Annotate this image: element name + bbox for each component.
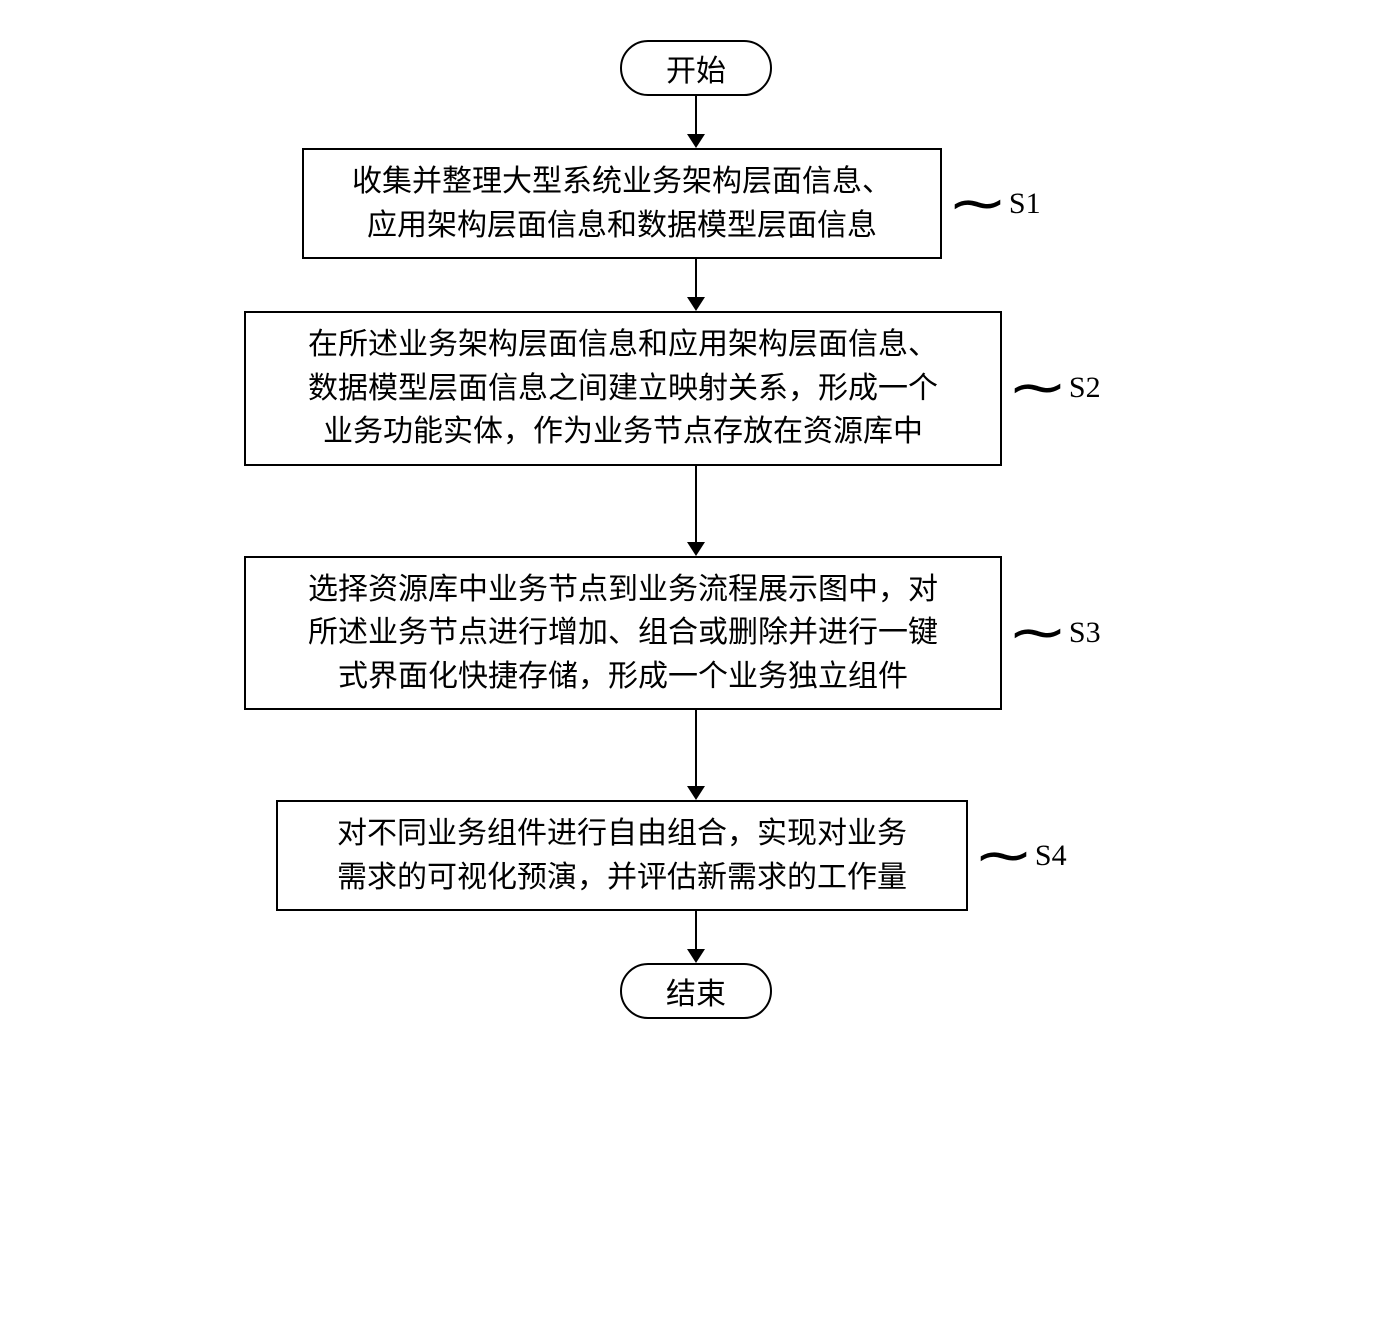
step-s1-row: 收集并整理大型系统业务架构层面信息、 应用架构层面信息和数据模型层面信息 ∼ S… — [216, 148, 1176, 259]
arrow-s4-to-end — [216, 911, 1176, 963]
arrow-s1-to-s2 — [216, 259, 1176, 311]
tilde-icon: ∼ — [1007, 360, 1068, 416]
start-row: 开始 — [216, 40, 1176, 96]
end-terminal: 结束 — [620, 963, 772, 1019]
step-s2-box: 在所述业务架构层面信息和应用架构层面信息、 数据模型层面信息之间建立映射关系，形… — [244, 311, 1002, 466]
step-s4-label-wrap: ∼ S4 — [980, 828, 1067, 884]
step-s1-box: 收集并整理大型系统业务架构层面信息、 应用架构层面信息和数据模型层面信息 — [302, 148, 942, 259]
end-label: 结束 — [666, 978, 726, 1011]
step-s4-box: 对不同业务组件进行自由组合，实现对业务 需求的可视化预演，并评估新需求的工作量 — [276, 800, 968, 911]
arrow-s3-to-s4 — [216, 710, 1176, 800]
start-terminal: 开始 — [620, 40, 772, 96]
arrow-s2-to-s3 — [216, 466, 1176, 556]
step-s1-label-wrap: ∼ S1 — [954, 176, 1041, 232]
step-s2-tag: S2 — [1069, 371, 1101, 405]
tilde-icon: ∼ — [947, 176, 1008, 232]
step-s2-row: 在所述业务架构层面信息和应用架构层面信息、 数据模型层面信息之间建立映射关系，形… — [216, 311, 1176, 466]
step-s3-tag: S3 — [1069, 616, 1101, 650]
step-s3-box: 选择资源库中业务节点到业务流程展示图中，对 所述业务节点进行增加、组合或删除并进… — [244, 556, 1002, 711]
step-s2-label-wrap: ∼ S2 — [1014, 360, 1101, 416]
tilde-icon: ∼ — [1007, 605, 1068, 661]
step-s4-tag: S4 — [1035, 839, 1067, 873]
tilde-icon: ∼ — [973, 828, 1034, 884]
step-s3-line-3: 式界面化快捷存储，形成一个业务独立组件 — [266, 655, 980, 699]
start-label: 开始 — [666, 55, 726, 88]
step-s2-line-2: 数据模型层面信息之间建立映射关系，形成一个 — [266, 367, 980, 411]
step-s2-line-3: 业务功能实体，作为业务节点存放在资源库中 — [266, 410, 980, 454]
step-s1-tag: S1 — [1009, 187, 1041, 221]
step-s3-label-wrap: ∼ S3 — [1014, 605, 1101, 661]
arrow-start-to-s1 — [216, 96, 1176, 148]
step-s4-line-2: 需求的可视化预演，并评估新需求的工作量 — [298, 856, 946, 900]
step-s4-line-1: 对不同业务组件进行自由组合，实现对业务 — [298, 812, 946, 856]
step-s1-line-1: 收集并整理大型系统业务架构层面信息、 — [324, 160, 920, 204]
step-s4-row: 对不同业务组件进行自由组合，实现对业务 需求的可视化预演，并评估新需求的工作量 … — [216, 800, 1176, 911]
step-s2-line-1: 在所述业务架构层面信息和应用架构层面信息、 — [266, 323, 980, 367]
step-s3-row: 选择资源库中业务节点到业务流程展示图中，对 所述业务节点进行增加、组合或删除并进… — [216, 556, 1176, 711]
step-s3-line-2: 所述业务节点进行增加、组合或删除并进行一键 — [266, 611, 980, 655]
end-row: 结束 — [216, 963, 1176, 1019]
step-s3-line-1: 选择资源库中业务节点到业务流程展示图中，对 — [266, 568, 980, 612]
flowchart: 开始 收集并整理大型系统业务架构层面信息、 应用架构层面信息和数据模型层面信息 … — [216, 40, 1176, 1019]
step-s1-line-2: 应用架构层面信息和数据模型层面信息 — [324, 204, 920, 248]
